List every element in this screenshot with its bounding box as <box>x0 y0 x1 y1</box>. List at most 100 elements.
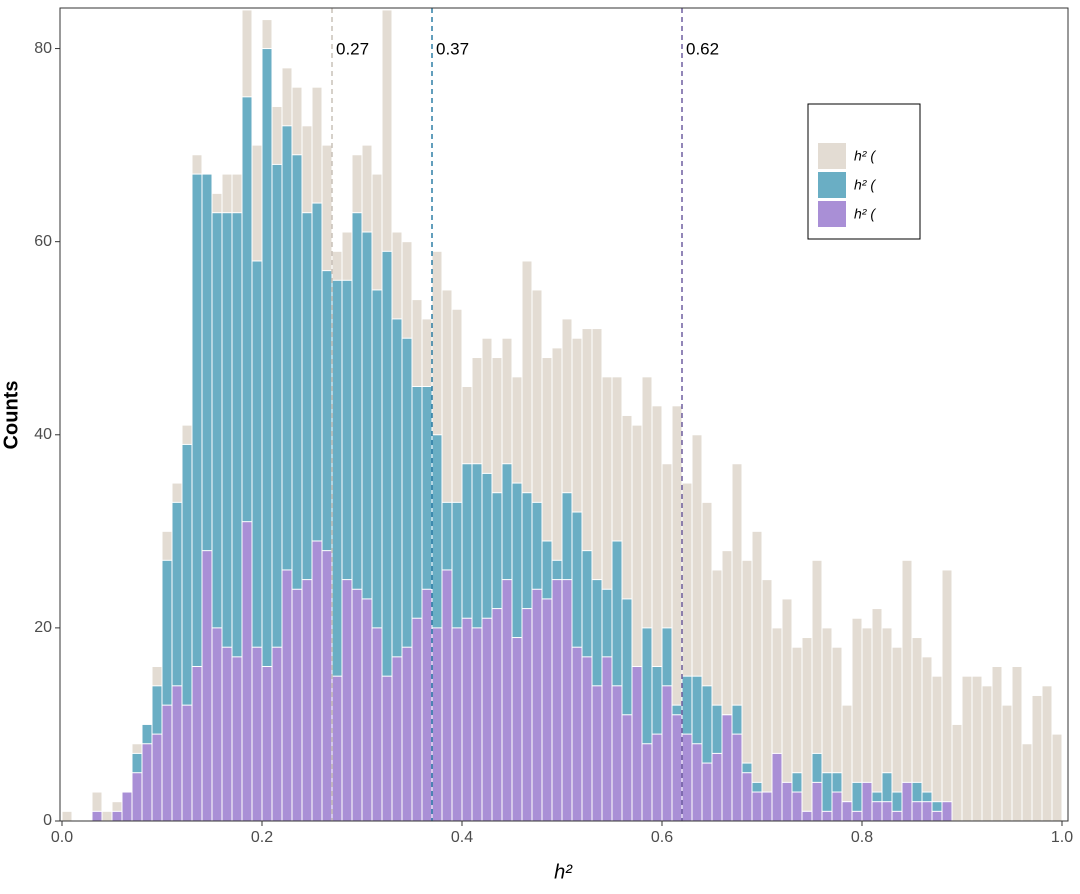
bar <box>61 810 73 821</box>
bar <box>541 598 553 821</box>
bar <box>171 685 183 821</box>
bar <box>311 540 323 821</box>
bar <box>621 714 633 821</box>
bar <box>281 569 293 821</box>
bar <box>141 743 153 821</box>
bar <box>951 723 963 821</box>
bar <box>831 791 843 821</box>
bar <box>451 627 463 821</box>
bar <box>241 521 253 821</box>
bar <box>941 569 953 821</box>
bar <box>1031 694 1043 821</box>
bar <box>461 617 473 821</box>
x-tick-label: 0.2 <box>251 829 273 846</box>
bar <box>331 675 343 821</box>
bar <box>751 530 763 821</box>
bar <box>371 627 383 821</box>
bar <box>221 646 233 821</box>
bar <box>691 743 703 821</box>
bar <box>781 781 793 821</box>
bar <box>211 627 223 821</box>
bar <box>931 675 943 821</box>
bar <box>531 588 543 821</box>
bar <box>91 810 103 821</box>
y-tick-label: 80 <box>34 40 52 57</box>
bar <box>271 646 283 821</box>
legend-label: h² ( <box>854 206 876 222</box>
bar <box>631 666 643 821</box>
bar <box>821 810 833 821</box>
bar <box>571 646 583 821</box>
bar <box>1001 704 1013 821</box>
y-tick-label: 60 <box>34 233 52 250</box>
bar <box>381 675 393 821</box>
bar <box>641 743 653 821</box>
plot-area: 0.27 0.37 0.62 <box>61 8 1063 821</box>
bar <box>421 588 433 821</box>
bar <box>771 752 783 821</box>
x-tick-label: 0.8 <box>851 829 873 846</box>
x-tick-label: 1.0 <box>1051 829 1073 846</box>
y-tick-label: 40 <box>34 426 52 443</box>
bar <box>611 685 623 821</box>
bar <box>591 685 603 821</box>
bar <box>151 733 163 821</box>
bar <box>841 801 853 821</box>
bar <box>521 608 533 821</box>
bar <box>401 646 413 821</box>
legend-box <box>807 103 921 240</box>
bar <box>741 772 753 821</box>
bar <box>931 810 943 821</box>
bar <box>921 801 933 821</box>
bar <box>661 685 673 821</box>
legend-swatch <box>818 172 846 198</box>
legend-label: h² ( <box>854 148 876 164</box>
bar <box>121 791 133 821</box>
bar <box>761 791 773 821</box>
bar <box>881 801 893 821</box>
bar <box>471 627 483 821</box>
reference-label: 0.27 <box>336 39 369 58</box>
bar <box>431 627 443 821</box>
bar <box>1041 685 1053 821</box>
bar <box>201 550 213 821</box>
bar <box>941 801 953 821</box>
bar <box>291 588 303 821</box>
bar <box>1021 743 1033 821</box>
bar <box>961 675 973 821</box>
bar <box>671 714 683 821</box>
bar <box>351 588 363 821</box>
bar <box>801 810 813 821</box>
bar <box>511 637 523 821</box>
bar <box>481 617 493 821</box>
bar <box>301 579 313 821</box>
reference-label: 0.37 <box>436 39 469 58</box>
bar <box>391 656 403 821</box>
bar <box>871 608 883 821</box>
bar <box>721 714 733 821</box>
bar <box>161 704 173 821</box>
bar <box>551 579 563 821</box>
bar <box>101 810 113 821</box>
bar <box>181 704 193 821</box>
bar <box>1051 733 1063 821</box>
bar <box>711 752 723 821</box>
y-tick-label: 0 <box>43 812 52 829</box>
bar <box>441 569 453 821</box>
bar <box>871 801 883 821</box>
bar <box>851 810 863 821</box>
x-axis-title: h² <box>554 861 573 883</box>
legend-swatch <box>818 201 846 227</box>
bar <box>581 656 593 821</box>
bar <box>911 801 923 821</box>
bar <box>321 550 333 821</box>
bar <box>411 617 423 821</box>
bar <box>791 791 803 821</box>
y-tick-label: 20 <box>34 619 52 636</box>
bar <box>341 579 353 821</box>
bar <box>191 666 203 821</box>
bar <box>1011 666 1023 821</box>
reference-label: 0.62 <box>686 39 719 58</box>
bar <box>231 656 243 821</box>
y-axis-title: Counts <box>0 381 22 450</box>
